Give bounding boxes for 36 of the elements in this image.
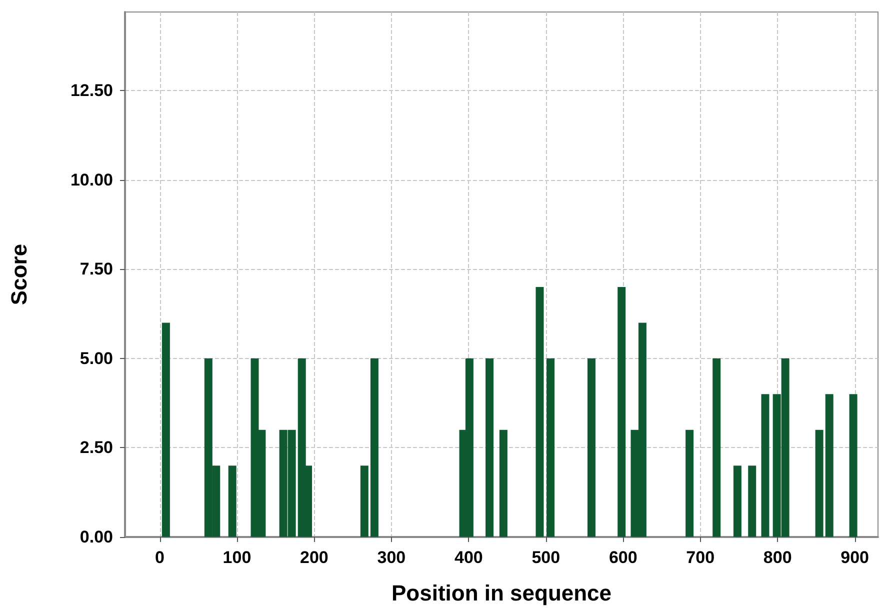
x-tick-label: 500	[532, 548, 560, 567]
x-tick-label: 900	[840, 548, 870, 567]
bar	[162, 322, 170, 537]
x-tick-label: 0	[155, 548, 164, 567]
bar	[825, 394, 834, 537]
bar	[618, 287, 626, 537]
y-tick-label: 5.00	[80, 348, 113, 368]
bar	[360, 466, 368, 537]
y-tick-label: 7.50	[80, 260, 113, 279]
bar	[370, 358, 378, 537]
bar	[536, 287, 544, 537]
x-axis-title: Position in sequence	[391, 580, 612, 606]
y-tick-label: 2.50	[80, 438, 113, 458]
y-tick-label: 10.00	[70, 170, 113, 190]
x-tick-label: 600	[608, 548, 638, 567]
x-tick-label: 200	[300, 548, 328, 567]
bar	[849, 394, 858, 537]
bar	[748, 466, 756, 537]
bar	[761, 394, 770, 537]
bar	[486, 358, 494, 537]
bar	[587, 358, 596, 537]
x-tick-label: 100	[222, 548, 252, 567]
bar	[499, 430, 508, 537]
bar	[228, 466, 236, 537]
bar	[546, 358, 555, 537]
y-tick-label: 0.00	[80, 528, 113, 546]
x-tick-label: 300	[377, 548, 406, 567]
bar	[815, 430, 824, 537]
bar	[733, 466, 742, 537]
x-tick-label: 400	[454, 548, 483, 567]
x-tick-label: 700	[686, 548, 715, 567]
bar	[712, 358, 721, 537]
y-axis-title: Score	[6, 244, 32, 306]
x-tick-label: 800	[763, 548, 792, 567]
y-tick-label: 12.50	[70, 81, 113, 100]
bar	[686, 430, 694, 537]
